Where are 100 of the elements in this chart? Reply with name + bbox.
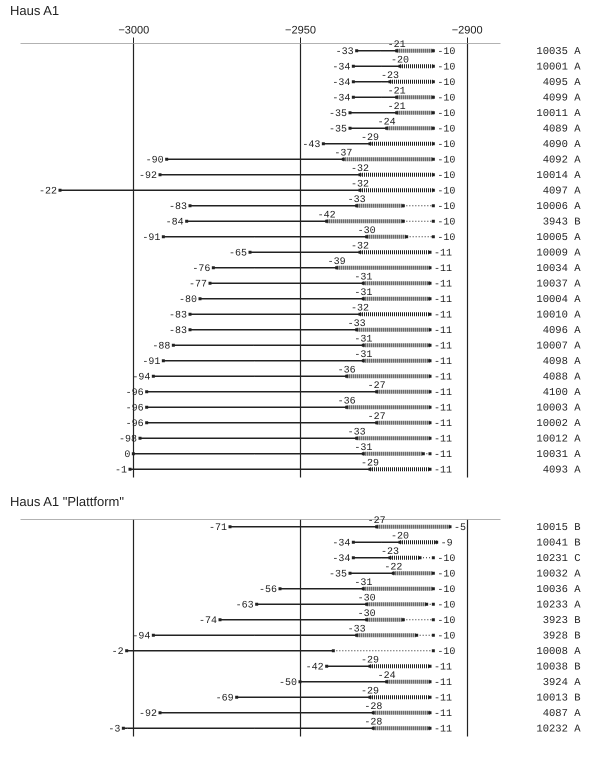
annotation: -34 [332,554,350,565]
point [428,436,432,440]
annotation: -42 [306,662,324,674]
y-tick-label: 10001 A [536,61,582,74]
annotation: -34 [332,62,350,74]
annotation: -10 [437,584,456,596]
point [428,328,432,332]
y-tick-label: 3928 B [542,630,580,642]
point [428,711,432,714]
point [428,696,432,699]
point [432,188,435,192]
annotation: -11 [434,693,452,704]
y-tick-label: 4096 A [542,324,582,337]
point [432,235,435,238]
point [375,421,378,424]
y-tick-label: 10035 A [536,46,582,58]
y-tick-label: 10011 A [536,108,582,120]
annotation: -28 [364,702,382,713]
point [345,374,348,378]
point [355,204,358,208]
annotation: -91 [142,232,160,244]
annotation: -10 [437,62,456,74]
y-tick-label: 3923 B [542,614,580,627]
annotation: -21 [388,86,406,98]
y-tick-label: 10233 A [536,599,582,612]
annotation: -11 [434,388,452,399]
point [432,142,435,146]
point [428,680,432,684]
annotation: -31 [354,350,372,361]
point [362,359,365,362]
annotation: -11 [434,341,452,352]
y-tick-label: 10005 A [536,232,582,244]
y-tick-label: 10231 C [536,552,580,565]
y-tick-label: 10036 A [536,584,582,596]
point [362,452,365,456]
annotation: -83 [168,202,187,213]
annotation: -24 [378,117,396,128]
annotation: -10 [437,616,456,627]
annotation: -10 [437,170,456,182]
annotation: -21 [388,40,406,51]
y-tick-label: 3943 B [542,216,580,228]
point [355,634,358,637]
point [362,297,365,300]
point [385,126,388,130]
chart-title: Haus A1 [10,3,60,18]
annotation: -30 [358,593,376,604]
annotation: -34 [332,93,350,104]
annotation: -10 [437,631,456,642]
annotation: -63 [236,600,254,612]
annotation: -11 [434,465,452,476]
point [428,406,432,409]
point [448,525,452,528]
annotation: -30 [358,608,376,620]
y-tick-label: 10009 A [536,247,582,260]
y-tick-label: 10008 A [536,646,582,658]
annotation: -33 [348,318,366,330]
y-tick-label: 4088 A [542,371,582,384]
point [428,421,432,424]
annotation: -11 [434,724,452,736]
annotation: -31 [354,272,372,284]
annotation: -92 [138,170,157,182]
point [335,266,338,270]
annotation: -32 [350,303,370,314]
annotation: -10 [437,155,456,166]
point [432,126,435,130]
point [342,158,345,161]
annotation: -92 [138,708,157,720]
annotation: -39 [328,256,346,268]
annotation: -10 [437,646,456,658]
annotation: -11 [434,326,452,337]
y-tick-label: 10015 B [536,522,580,534]
point [368,468,372,471]
annotation: -83 [168,310,187,322]
annotation: -32 [350,164,370,175]
annotation: -11 [434,279,452,290]
annotation: -74 [198,616,217,627]
y-tick-label: 10002 A [536,418,582,430]
point [395,111,398,114]
point [432,220,435,223]
annotation: -35 [328,124,347,136]
annotation: -33 [336,46,354,58]
annotation: -94 [132,631,150,642]
point [428,390,432,394]
point [362,282,365,285]
y-tick-label: 4099 A [542,92,582,104]
y-tick-label: 4087 A [542,708,582,720]
annotation: -11 [434,434,452,446]
point [432,111,435,114]
point [432,572,435,575]
y-tick-label: 10037 A [536,278,582,290]
y-tick-label: 10014 A [536,170,582,182]
annotation: -69 [216,693,234,704]
annotation: -35 [328,108,347,120]
annotation: -56 [258,584,277,596]
annotation: -34 [332,538,350,550]
y-tick-label: 10034 A [536,262,582,275]
y-tick-label: 4100 A [542,386,582,399]
annotation: -2 [112,646,124,658]
point [428,664,432,668]
annotation: -31 [354,442,372,454]
